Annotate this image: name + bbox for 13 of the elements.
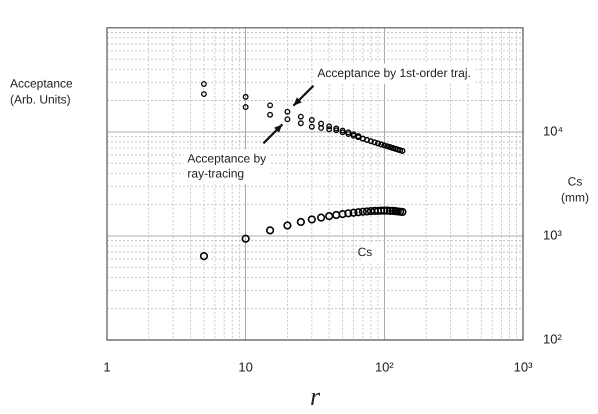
annotation: Acceptance by 1st-order traj. [317, 66, 471, 80]
annotation: Acceptance by ray-tracing [187, 152, 266, 181]
annotation: Cs [358, 244, 372, 259]
x-tick-label: 10 [238, 359, 253, 374]
y-axis-title: Cs (mm) [561, 174, 589, 204]
y-tick-label: 10³ [543, 228, 562, 243]
x-tick-label: 1 [103, 359, 111, 374]
x-tick-label: 10² [374, 359, 394, 374]
x-axis-title: r [310, 382, 321, 411]
y-tick-label: 10⁴ [543, 123, 564, 138]
y2-axis-title: Acceptance (Arb. Units) [10, 76, 74, 106]
y-tick-label: 10² [543, 332, 562, 347]
x-tick-label: 10³ [514, 359, 534, 374]
